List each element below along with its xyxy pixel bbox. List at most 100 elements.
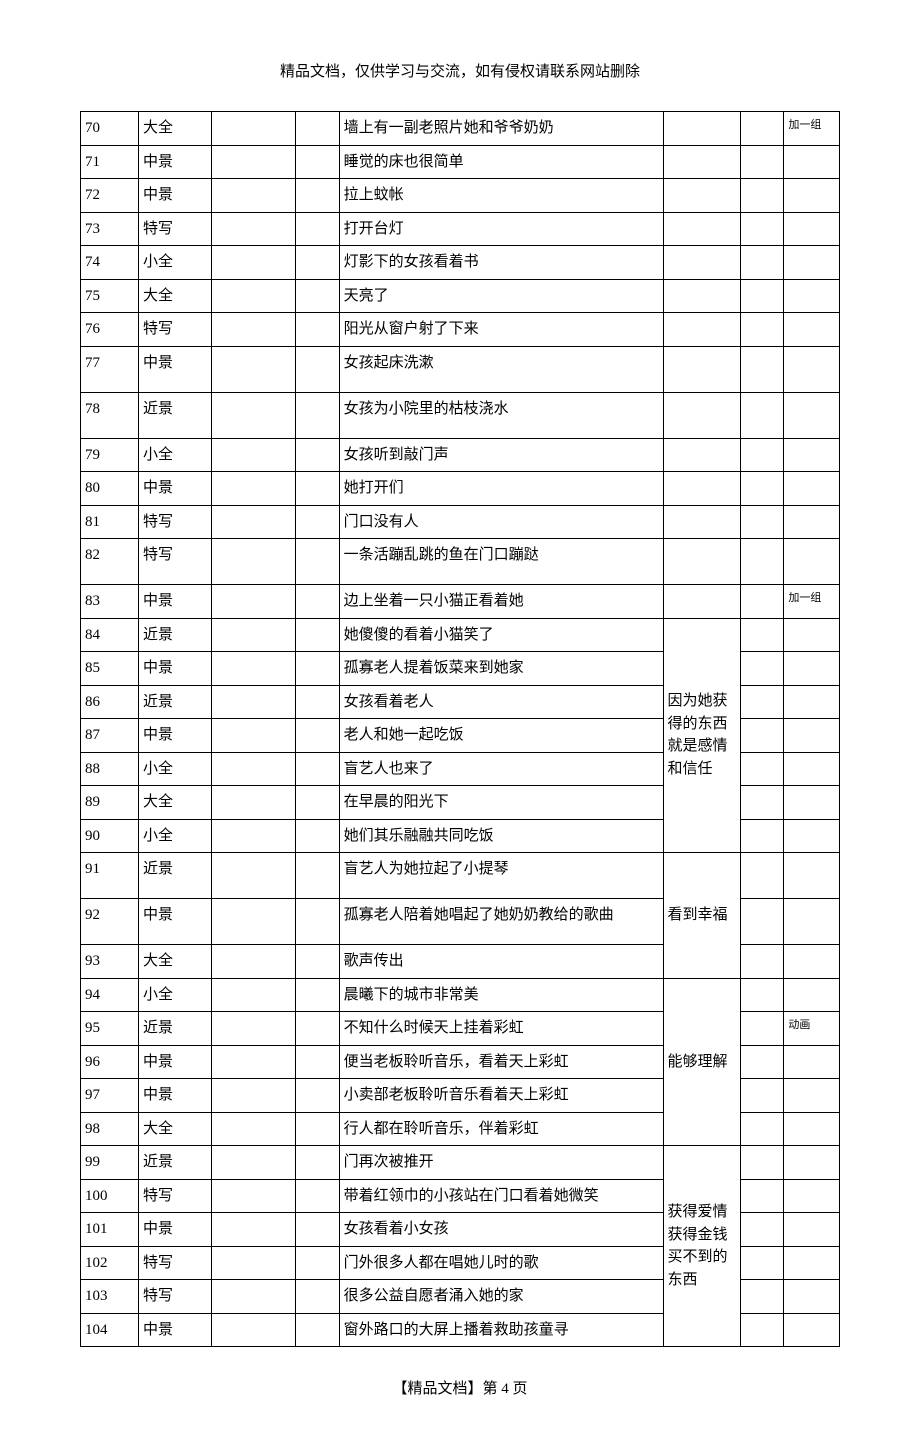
cell-empty: [740, 978, 784, 1012]
cell-remark: [784, 618, 840, 652]
cell-empty: [740, 472, 784, 506]
cell-empty: [296, 392, 340, 438]
cell-empty: [211, 585, 296, 619]
cell-note: [663, 585, 740, 619]
cell-empty: [740, 112, 784, 146]
cell-number: 102: [81, 1246, 139, 1280]
cell-remark: [784, 246, 840, 280]
table-row: 75大全天亮了: [81, 279, 840, 313]
cell-shot-type: 近景: [139, 1012, 212, 1046]
cell-empty: [740, 618, 784, 652]
cell-description: 门外很多人都在唱她儿时的歌: [339, 1246, 663, 1280]
table-row: 78近景女孩为小院里的枯枝浇水: [81, 392, 840, 438]
cell-remark: 加一组: [784, 112, 840, 146]
cell-empty: [211, 145, 296, 179]
cell-empty: [740, 685, 784, 719]
cell-remark: [784, 786, 840, 820]
cell-empty: [740, 145, 784, 179]
cell-empty: [211, 392, 296, 438]
cell-number: 100: [81, 1179, 139, 1213]
cell-description: 带着红领巾的小孩站在门口看着她微笑: [339, 1179, 663, 1213]
cell-shot-type: 中景: [139, 1213, 212, 1247]
cell-number: 103: [81, 1280, 139, 1314]
cell-description: 孤寡老人提着饭菜来到她家: [339, 652, 663, 686]
cell-shot-type: 中景: [139, 1313, 212, 1347]
cell-empty: [740, 652, 784, 686]
cell-remark: [784, 853, 840, 899]
cell-empty: [211, 313, 296, 347]
cell-empty: [740, 819, 784, 853]
cell-remark: [784, 1313, 840, 1347]
cell-empty: [211, 112, 296, 146]
cell-empty: [296, 313, 340, 347]
cell-number: 95: [81, 1012, 139, 1046]
cell-note: 获得爱情 获得金钱买不到的东西: [663, 1146, 740, 1347]
cell-empty: [740, 853, 784, 899]
cell-remark: [784, 392, 840, 438]
storyboard-table: 70大全墙上有一副老照片她和爷爷奶奶加一组71中景睡觉的床也很简单72中景拉上蚊…: [80, 111, 840, 1347]
cell-shot-type: 中景: [139, 145, 212, 179]
cell-empty: [296, 179, 340, 213]
cell-empty: [211, 246, 296, 280]
cell-number: 79: [81, 438, 139, 472]
cell-note: [663, 179, 740, 213]
cell-empty: [740, 752, 784, 786]
cell-empty: [211, 853, 296, 899]
cell-empty: [740, 1112, 784, 1146]
cell-empty: [740, 899, 784, 945]
cell-note: [663, 392, 740, 438]
cell-number: 76: [81, 313, 139, 347]
cell-shot-type: 小全: [139, 819, 212, 853]
cell-empty: [740, 392, 784, 438]
cell-empty: [211, 652, 296, 686]
cell-empty: [211, 1112, 296, 1146]
cell-empty: [296, 346, 340, 392]
cell-remark: [784, 1112, 840, 1146]
cell-remark: [784, 945, 840, 979]
cell-shot-type: 近景: [139, 1146, 212, 1180]
cell-remark: [784, 346, 840, 392]
cell-note: [663, 212, 740, 246]
cell-empty: [296, 652, 340, 686]
cell-empty: [296, 1313, 340, 1347]
cell-description: 女孩听到敲门声: [339, 438, 663, 472]
cell-empty: [296, 505, 340, 539]
cell-remark: [784, 978, 840, 1012]
table-row: 76特写阳光从窗户射了下来: [81, 313, 840, 347]
cell-empty: [296, 786, 340, 820]
cell-empty: [740, 585, 784, 619]
cell-empty: [211, 819, 296, 853]
cell-shot-type: 中景: [139, 179, 212, 213]
cell-shot-type: 近景: [139, 685, 212, 719]
cell-description: 她们其乐融融共同吃饭: [339, 819, 663, 853]
cell-empty: [211, 1246, 296, 1280]
cell-note: [663, 145, 740, 179]
cell-empty: [211, 1280, 296, 1314]
cell-shot-type: 特写: [139, 539, 212, 585]
table-row: 71中景睡觉的床也很简单: [81, 145, 840, 179]
cell-description: 她打开们: [339, 472, 663, 506]
cell-remark: [784, 1079, 840, 1113]
cell-empty: [740, 1146, 784, 1180]
cell-note: [663, 279, 740, 313]
cell-empty: [211, 179, 296, 213]
document-page: 精品文档，仅供学习与交流，如有侵权请联系网站删除 70大全墙上有一副老照片她和爷…: [0, 0, 920, 1438]
page-footer: 【精品文档】第 4 页: [80, 1377, 840, 1398]
cell-empty: [740, 719, 784, 753]
cell-empty: [740, 1213, 784, 1247]
cell-empty: [296, 585, 340, 619]
cell-number: 82: [81, 539, 139, 585]
cell-empty: [211, 786, 296, 820]
cell-number: 98: [81, 1112, 139, 1146]
cell-number: 81: [81, 505, 139, 539]
cell-empty: [740, 505, 784, 539]
cell-empty: [296, 1179, 340, 1213]
cell-shot-type: 大全: [139, 1112, 212, 1146]
cell-number: 101: [81, 1213, 139, 1247]
cell-description: 女孩为小院里的枯枝浇水: [339, 392, 663, 438]
table-row: 91近景盲艺人为她拉起了小提琴看到幸福: [81, 853, 840, 899]
cell-description: 睡觉的床也很简单: [339, 145, 663, 179]
cell-description: 盲艺人也来了: [339, 752, 663, 786]
cell-empty: [740, 313, 784, 347]
cell-empty: [211, 752, 296, 786]
